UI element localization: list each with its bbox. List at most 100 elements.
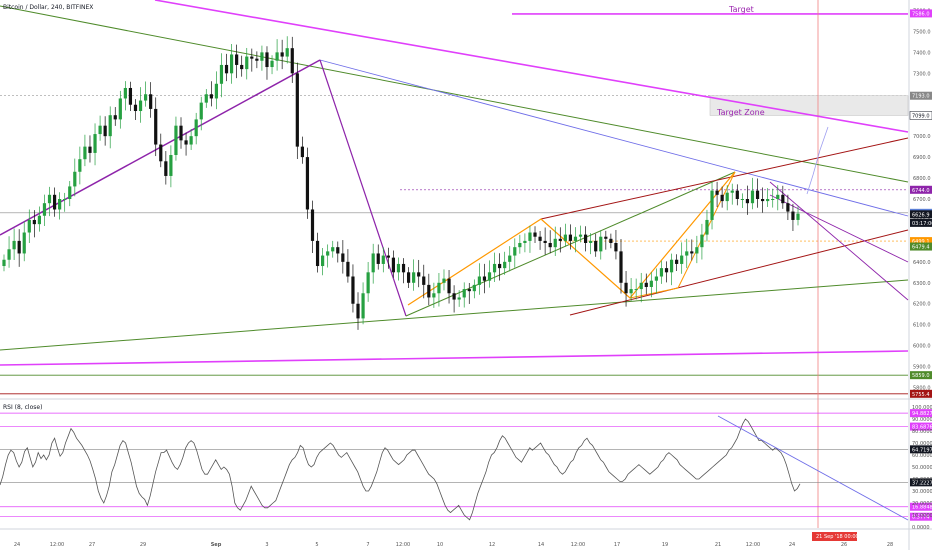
candle (609, 233, 613, 249)
candle (644, 273, 648, 295)
candle-body (17, 240, 21, 254)
candle (437, 272, 441, 307)
rsi-line (0, 418, 801, 521)
rsi-tick-label: 70.0000 (912, 441, 932, 447)
candle (27, 209, 31, 243)
candle-body (730, 190, 734, 193)
price-tag-label: 6479.4 (912, 245, 930, 251)
candle-body (457, 297, 461, 300)
candle (240, 55, 244, 77)
price-tick-label: 6900.0 (913, 155, 931, 161)
price-tick-label: 7000.0 (913, 134, 931, 140)
candle (715, 181, 719, 207)
candle (149, 82, 153, 118)
candle-body (477, 276, 481, 285)
candle (406, 267, 411, 289)
candle (386, 247, 390, 269)
channel-line (540, 137, 909, 220)
candle-body (639, 282, 643, 290)
price-tag-label: 6499.1 (912, 239, 930, 245)
rsi-tick-label: 0.0000 (912, 525, 930, 531)
price-tick-label: 7300.0 (913, 71, 931, 77)
candle-body (417, 272, 421, 277)
price-tag (910, 371, 932, 380)
candle-body (219, 64, 224, 84)
candles (2, 36, 800, 330)
rsi-title: RSI (8, close) (3, 404, 42, 411)
candle-body (88, 146, 92, 153)
candle-body (508, 255, 512, 262)
candle-body (42, 203, 47, 216)
price-tick-label: 6800.0 (913, 176, 931, 182)
candle-body (113, 115, 117, 120)
candle-body (558, 238, 562, 241)
candle (7, 236, 11, 268)
candle-body (275, 52, 279, 61)
candle-body (442, 278, 446, 283)
candle (735, 184, 739, 206)
projection-arrow (806, 126, 829, 195)
candle-body (781, 194, 785, 204)
candle (22, 221, 26, 262)
candle-body (573, 236, 578, 241)
date-tag (812, 532, 857, 541)
candle-body (331, 247, 335, 252)
candle (432, 282, 436, 308)
candle-body (528, 232, 532, 241)
candle-body (341, 253, 345, 262)
candle (639, 272, 643, 303)
chart-title: Bitcoin / Dollar, 240, BITFINEX (3, 4, 93, 11)
time-tick-label: 12:00 (396, 542, 410, 548)
candle-body (740, 199, 744, 200)
candle-body (83, 146, 87, 160)
candle-body (396, 263, 401, 273)
price-tick-label: 5900.0 (913, 365, 931, 371)
candle (179, 117, 183, 149)
candle-body (123, 87, 127, 99)
harmonic-pattern (629, 171, 736, 299)
target-zone-label: Target Zone (716, 108, 765, 117)
rsi-tick-label: 60.0000 (912, 453, 932, 459)
candle-body (578, 234, 583, 237)
time-tick-label: 5 (315, 542, 318, 548)
candle-body (447, 278, 451, 294)
candle (412, 259, 416, 291)
candle (462, 282, 466, 308)
price-axis: 7600.07500.07400.07300.07200.07100.07000… (909, 8, 932, 398)
candle (740, 193, 744, 209)
candle (113, 107, 117, 126)
price-tag-label: 7099.0 (912, 113, 930, 119)
candle (174, 116, 178, 161)
candle-body (452, 293, 456, 300)
candle (123, 81, 127, 111)
price-tag-label: 5755.4 (912, 392, 930, 398)
candle-body (467, 289, 471, 292)
candle-body (224, 64, 229, 74)
candle (260, 45, 264, 71)
candle-body (462, 289, 466, 298)
candle-body (492, 263, 497, 273)
candle-body (138, 100, 143, 112)
candle-body (240, 64, 244, 70)
candle (346, 249, 350, 283)
candle (477, 263, 481, 295)
candle-body (745, 199, 750, 204)
candle-body (7, 249, 11, 260)
candle-body (103, 125, 107, 137)
candle (2, 254, 6, 272)
time-tick-label: 27 (89, 542, 95, 548)
candle (589, 233, 593, 255)
candle (310, 200, 315, 254)
candle (351, 264, 355, 313)
date-tag-label: 21 Sep '18 00:00 (816, 534, 859, 540)
candle-body (174, 125, 178, 156)
rsi-tick-label: 50.0000 (912, 465, 932, 471)
candle (452, 285, 456, 313)
candle-body (108, 115, 112, 137)
candle (543, 227, 547, 255)
target-label: Target (728, 5, 754, 14)
candle-body (563, 234, 567, 241)
